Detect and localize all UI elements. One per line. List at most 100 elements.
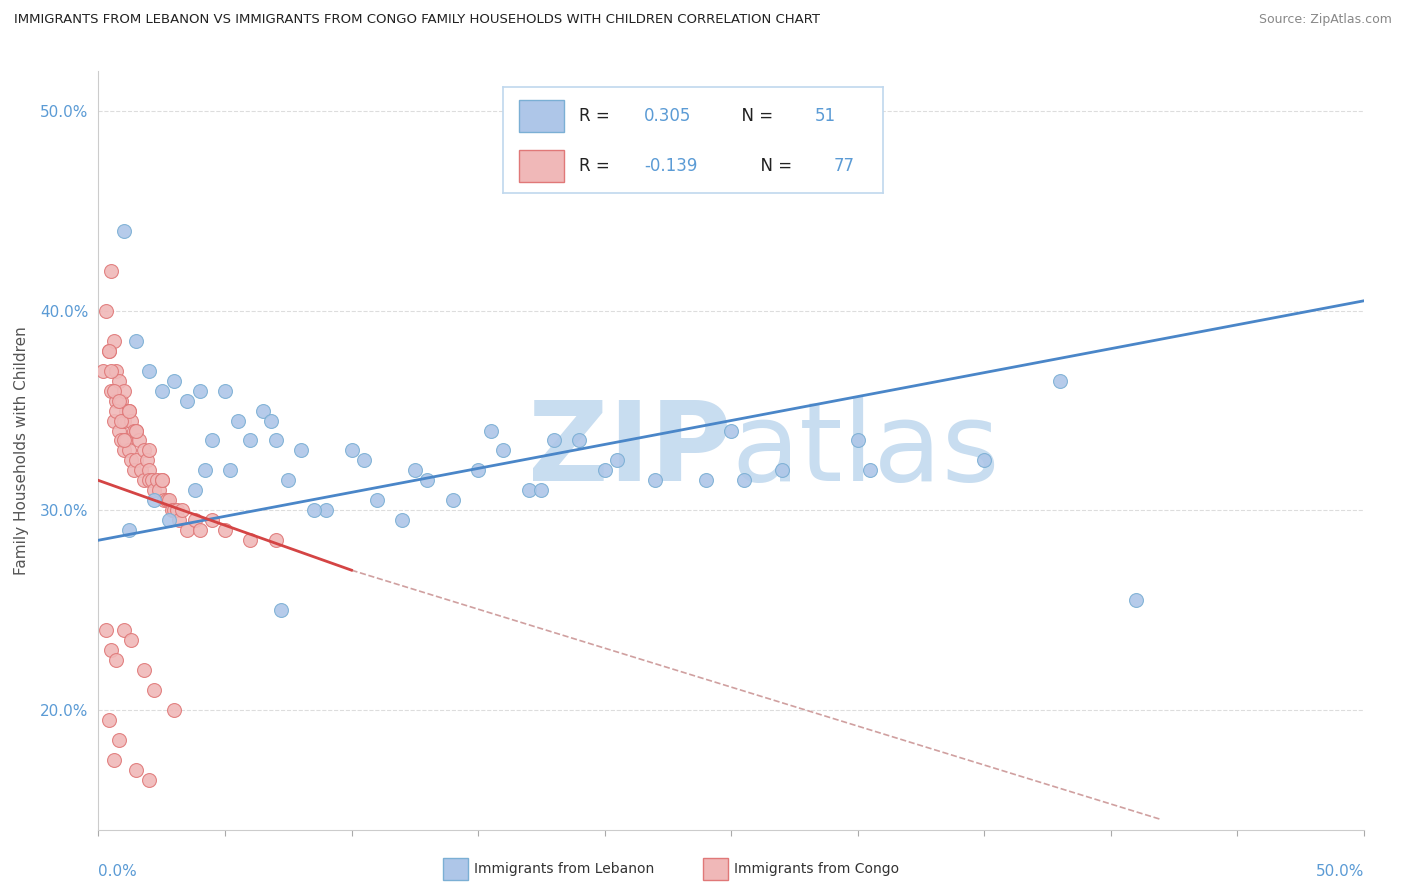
Point <box>201 434 224 448</box>
Point <box>125 334 148 348</box>
Point <box>157 513 180 527</box>
Point <box>107 374 129 388</box>
Point <box>340 443 363 458</box>
Point <box>720 424 742 438</box>
Point <box>112 384 135 398</box>
Point <box>112 224 135 238</box>
Point <box>97 343 120 358</box>
Point <box>103 413 125 427</box>
Point <box>112 434 135 448</box>
Point <box>128 434 150 448</box>
Point <box>302 503 325 517</box>
Point <box>226 413 249 427</box>
Point <box>479 424 502 438</box>
Point <box>138 772 160 787</box>
Point <box>107 732 129 747</box>
Point <box>138 474 160 488</box>
Point <box>183 513 205 527</box>
Point <box>176 393 198 408</box>
Point <box>125 424 148 438</box>
Point <box>170 503 193 517</box>
Point <box>97 343 120 358</box>
Point <box>100 264 122 278</box>
Point <box>441 493 464 508</box>
Point <box>157 493 180 508</box>
Point <box>1125 593 1147 607</box>
Point <box>122 463 145 477</box>
Text: Immigrants from Lebanon: Immigrants from Lebanon <box>474 862 654 876</box>
Point <box>100 643 122 657</box>
Point <box>644 474 666 488</box>
Point <box>290 443 312 458</box>
Text: atlas: atlas <box>731 397 1000 504</box>
Point <box>467 463 489 477</box>
Point <box>103 384 125 398</box>
Point <box>391 513 413 527</box>
Point <box>606 453 628 467</box>
Point <box>593 463 616 477</box>
Point <box>1049 374 1071 388</box>
Point <box>103 753 125 767</box>
Point <box>568 434 591 448</box>
Point <box>163 374 186 388</box>
Point <box>138 443 160 458</box>
Point <box>132 474 155 488</box>
Point <box>105 364 128 378</box>
Point <box>120 413 142 427</box>
Point <box>194 463 217 477</box>
Point <box>366 493 388 508</box>
Point <box>277 474 299 488</box>
Point <box>120 453 142 467</box>
Point <box>150 384 173 398</box>
Point <box>148 483 170 498</box>
Point <box>163 703 186 717</box>
Point <box>118 403 141 417</box>
Point <box>143 483 166 498</box>
Point <box>270 603 292 617</box>
Point <box>100 384 122 398</box>
Point <box>141 474 163 488</box>
Point <box>94 303 117 318</box>
Point <box>156 493 179 508</box>
Point <box>103 334 125 348</box>
Point <box>94 623 117 637</box>
Point <box>132 663 155 677</box>
Point <box>160 503 183 517</box>
Text: Source: ZipAtlas.com: Source: ZipAtlas.com <box>1258 13 1392 27</box>
Point <box>115 403 138 417</box>
Point <box>264 434 287 448</box>
Point <box>110 393 132 408</box>
Point <box>125 763 148 777</box>
Point <box>100 364 122 378</box>
Point <box>517 483 540 498</box>
Point <box>150 474 173 488</box>
Text: ZIP: ZIP <box>527 397 731 504</box>
Point <box>188 523 211 537</box>
Point <box>145 474 167 488</box>
Point <box>105 653 128 667</box>
Point <box>105 403 128 417</box>
Point <box>176 523 198 537</box>
Point <box>201 513 224 527</box>
Point <box>239 434 262 448</box>
Text: Immigrants from Congo: Immigrants from Congo <box>734 862 898 876</box>
Point <box>404 463 426 477</box>
Point <box>219 463 242 477</box>
Point <box>110 434 132 448</box>
Point <box>492 443 515 458</box>
Point <box>97 713 120 727</box>
Point <box>112 623 135 637</box>
Point <box>530 483 553 498</box>
Point <box>125 424 148 438</box>
Point <box>859 463 882 477</box>
Point <box>138 463 160 477</box>
Point <box>112 443 135 458</box>
Text: IMMIGRANTS FROM LEBANON VS IMMIGRANTS FROM CONGO FAMILY HOUSEHOLDS WITH CHILDREN: IMMIGRANTS FROM LEBANON VS IMMIGRANTS FR… <box>14 13 820 27</box>
Point <box>252 403 274 417</box>
Point <box>214 523 236 537</box>
Point <box>239 533 262 548</box>
Point <box>105 393 128 408</box>
Point <box>315 503 337 517</box>
Point <box>543 434 565 448</box>
Point <box>107 424 129 438</box>
